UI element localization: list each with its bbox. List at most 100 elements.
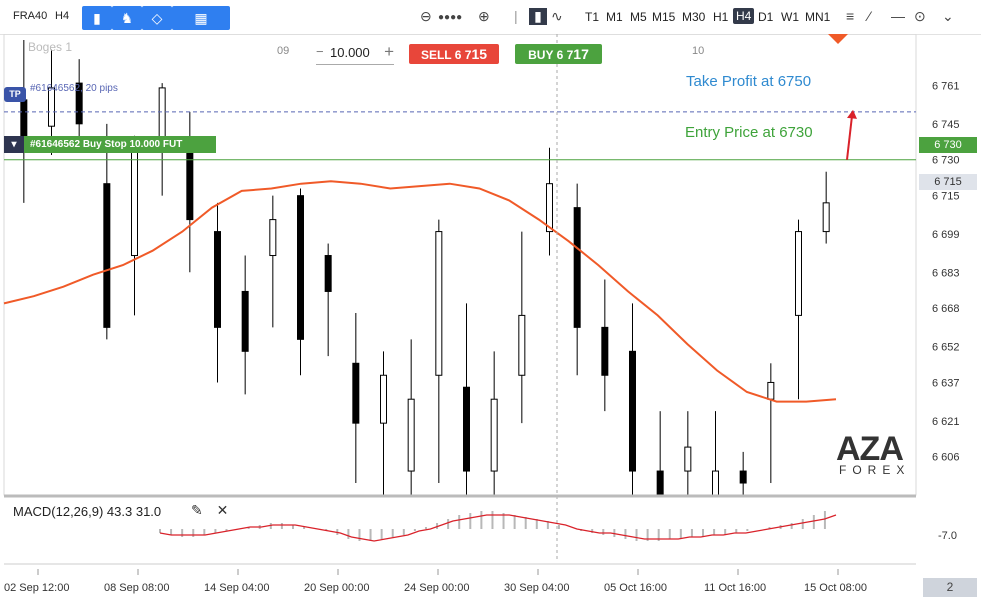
candle-body <box>739 470 747 484</box>
time-label-left: 09 <box>277 45 290 57</box>
x-tick-label: 20 Sep 00:00 <box>304 582 369 594</box>
entry-price-annotation: Entry Price at 6730 <box>685 124 813 141</box>
candle-body <box>795 231 802 316</box>
quantity-minus-icon[interactable]: − <box>316 44 324 59</box>
candle-body <box>214 231 221 328</box>
chevron-down-icon[interactable]: ▾ <box>4 136 24 153</box>
line-chart-icon[interactable]: ∿ <box>551 8 563 24</box>
x-tick-label: 14 Sep 04:00 <box>204 582 269 594</box>
quantity-plus-icon[interactable]: + <box>384 42 394 61</box>
tf-t1[interactable]: T1 <box>585 10 600 24</box>
y-tick-label: 6 730 <box>932 155 960 167</box>
entry-order-bar[interactable]: ▾ #61646562 Buy Stop 10.000 FUT <box>4 136 216 153</box>
tf-m30[interactable]: M30 <box>682 10 706 24</box>
y-tick-label: 6 761 <box>932 81 960 93</box>
price-chart-svg: 6 761 6 745 6 730 6 7 15 6 699 6 683 6 668 6 652… <box>3 33 960 594</box>
tf-m5[interactable]: M5 <box>630 10 647 24</box>
y-tick-label: 6 637 <box>932 377 960 389</box>
arrow-line <box>846 115 853 160</box>
tp-badge[interactable]: TP <box>4 87 26 102</box>
logo-small: FOREX <box>839 463 911 477</box>
candle-body <box>324 255 332 292</box>
macd-tools: ✎ ✕ <box>191 502 228 519</box>
candle-body <box>712 470 719 496</box>
y-tick-label: 6 683 <box>932 267 960 279</box>
candle-body <box>75 82 83 125</box>
symbol-label[interactable]: FRA40 <box>13 10 48 22</box>
logo-big: AZA <box>836 430 904 468</box>
pager-value: 2 <box>946 580 954 594</box>
crosshair-icon[interactable]: ⊙ <box>914 8 926 24</box>
objects-icon[interactable]: ◇ <box>142 6 172 30</box>
macd-axis-label: -7.0 <box>938 530 957 542</box>
entry-price-tag: 6 730 <box>919 137 977 153</box>
tf-h4[interactable]: H4 <box>733 8 755 24</box>
candle-body <box>241 290 249 352</box>
macd-signal-line <box>159 514 837 542</box>
candle-body <box>186 147 194 221</box>
tf-h1[interactable]: H1 <box>713 10 729 24</box>
zoom-level-icon: ●●●● <box>438 12 463 23</box>
candle-body <box>48 87 55 127</box>
y-tick-label: 6 745 <box>932 119 960 131</box>
sell-price-big: 15 <box>471 46 488 62</box>
candle-body <box>684 446 692 472</box>
candle-body <box>352 362 360 424</box>
chart-type-icon[interactable]: ▮ <box>82 6 112 30</box>
horizontal-line-icon[interactable]: — <box>891 8 905 24</box>
draw-line-icon[interactable]: ⁄ <box>868 8 871 24</box>
pencil-icon[interactable]: ✎ <box>191 502 203 518</box>
zoom-out-icon[interactable]: ⊖ <box>420 8 432 24</box>
x-tick-label: 30 Sep 04:00 <box>504 582 569 594</box>
tf-m15[interactable]: M15 <box>652 10 676 24</box>
candles-icon[interactable]: ▮ <box>529 8 547 25</box>
buy-button[interactable]: BUY 6 717 <box>515 44 602 64</box>
timeframe-label[interactable]: H4 <box>55 10 70 22</box>
tf-d1[interactable]: D1 <box>758 10 774 24</box>
buy-label: BUY <box>528 48 554 62</box>
plot-frame <box>3 33 917 496</box>
candle-body <box>463 386 470 472</box>
candle-body <box>518 314 526 376</box>
indicators-icon[interactable]: ♞ <box>112 6 142 30</box>
candle-body <box>407 398 415 472</box>
candle-body <box>269 219 277 257</box>
top-toolbar: FRA40 H4 ▮ ♞ ◇ ▦ ⊖ ●●●● ⊕ | ▮ ∿ T1 M1 M5… <box>0 0 981 35</box>
y-tick-label: 6 652 <box>932 342 960 354</box>
candle-body <box>490 398 498 472</box>
quantity-value[interactable]: 10.000 <box>330 45 370 60</box>
chevron-down-icon[interactable]: ⌄ <box>942 8 954 24</box>
zoom-in-icon[interactable]: ⊕ <box>478 8 490 24</box>
candle-body <box>103 183 111 328</box>
buy-price-main: 6 7 <box>556 48 574 62</box>
sell-label: SELL <box>420 48 452 62</box>
y-tick-label: 6 621 <box>932 416 960 428</box>
filter-icon[interactable]: ≡ <box>846 8 855 24</box>
candle-body <box>601 326 609 376</box>
candle-body <box>656 470 664 496</box>
pager[interactable]: 2 <box>923 578 977 597</box>
time-label-right: 10 <box>692 45 705 57</box>
candle-body <box>767 381 775 400</box>
triangle-marker-icon <box>828 34 848 44</box>
candle-body <box>573 207 581 328</box>
entry-order-label: #61646562 Buy Stop 10.000 FUT <box>30 139 183 150</box>
candle-body <box>546 183 553 233</box>
arrow-head <box>847 109 857 119</box>
sell-button[interactable]: SELL 6 715 <box>409 44 499 64</box>
templates-icon[interactable]: ▦ <box>172 6 230 30</box>
close-icon[interactable]: ✕ <box>216 502 229 518</box>
take-profit-annotation: Take Profit at 6750 <box>686 73 812 90</box>
candle-body <box>131 147 138 257</box>
tf-w1[interactable]: W1 <box>781 10 799 24</box>
current-price-tag: 6 715 <box>919 174 977 190</box>
x-tick-label: 02 Sep 12:00 <box>4 582 69 594</box>
chart-area[interactable]: 6 761 6 745 6 730 6 715 6 699 6 683 6 668 6 652… <box>0 33 981 603</box>
x-tick-label: 05 Oct 16:00 <box>604 582 667 594</box>
y-tick-label: 6 668 <box>932 303 960 315</box>
quantity-stepper[interactable]: − 10.000 + <box>316 42 394 65</box>
tf-m1[interactable]: M1 <box>606 10 623 24</box>
y-tick-label: 6 699 <box>932 229 960 241</box>
tf-mn1[interactable]: MN1 <box>805 10 831 24</box>
y-tick-label: 6 606 <box>932 452 960 464</box>
